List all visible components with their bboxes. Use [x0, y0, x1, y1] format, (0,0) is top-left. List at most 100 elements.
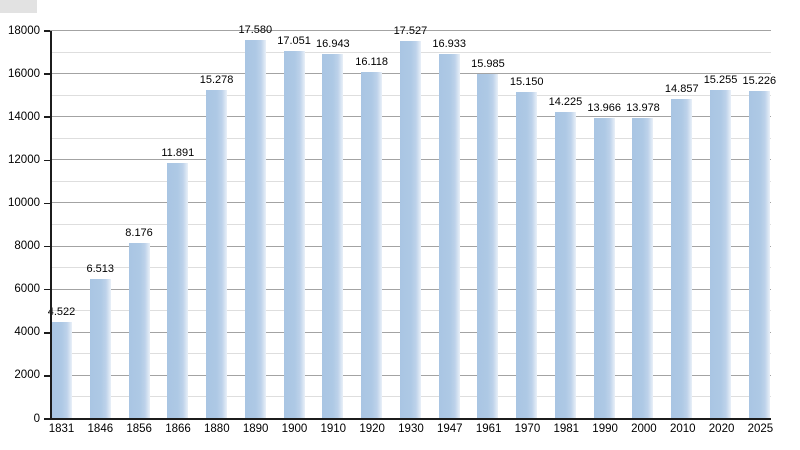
- bar-slot: 6.513: [87, 31, 114, 419]
- y-axis-tick: [44, 202, 50, 205]
- x-axis-line: [50, 418, 771, 420]
- x-tick-label: 1990: [592, 423, 618, 435]
- y-tick-label: 4000: [14, 326, 40, 339]
- bar: [632, 117, 654, 419]
- bar-slot: 15.255: [704, 31, 737, 419]
- x-tick-label: 1866: [165, 423, 191, 435]
- bar-value-label: 15.985: [471, 58, 505, 71]
- bar-value-label: 16.933: [432, 38, 466, 50]
- y-axis-line: [50, 31, 52, 419]
- y-tick-label: 18000: [8, 24, 40, 37]
- bar-slot: 16.943: [316, 31, 350, 419]
- bar: [438, 54, 460, 419]
- y-tick-label: 10000: [8, 196, 40, 209]
- y-tick-label: 8000: [14, 240, 40, 253]
- bar-value-label: 17.527: [393, 25, 428, 38]
- y-tick-label: 12000: [8, 153, 40, 166]
- bar-value-label: 13.978: [626, 101, 660, 114]
- bar-value-label: 15.278: [199, 73, 234, 86]
- bar: [167, 162, 189, 419]
- bar: [748, 90, 770, 419]
- bar-slot: 16.118: [355, 31, 388, 419]
- x-tick-label: 1970: [514, 423, 541, 435]
- bar-value-label: 15.150: [509, 76, 544, 89]
- y-tick-label: 2000: [14, 369, 40, 382]
- x-tick-label: 1947: [436, 423, 463, 435]
- y-axis-tick: [44, 375, 50, 377]
- x-tick-label: 1910: [320, 423, 347, 435]
- bar-slot: 17.527: [394, 25, 427, 419]
- x-tick-label: 1961: [475, 423, 502, 435]
- y-axis-tick: [44, 159, 50, 162]
- bar-value-label: 15.255: [703, 74, 738, 87]
- bar-value-label: 14.225: [548, 96, 583, 109]
- x-tick-label: 1890: [242, 423, 269, 435]
- bar-slot: 4.522: [48, 31, 75, 419]
- bar: [399, 41, 421, 419]
- bar-value-label: 17.580: [238, 24, 273, 37]
- x-tick-label: 1856: [126, 423, 152, 435]
- gridline-major: [50, 30, 771, 31]
- bar: [244, 40, 266, 419]
- bar-value-label: 16.943: [316, 37, 350, 50]
- bar-value-label: 17.051: [277, 35, 311, 48]
- bar: [593, 117, 615, 419]
- x-tick-label: 1846: [87, 423, 114, 435]
- bar-value-label: 16.118: [355, 55, 389, 68]
- y-axis-tick: [44, 73, 50, 75]
- bar: [206, 89, 228, 419]
- bar-value-label: 4.522: [47, 305, 76, 318]
- bar-slot: 16.933: [432, 31, 466, 419]
- x-tick-label: 1831: [48, 423, 75, 435]
- bar-slot: 15.985: [471, 31, 505, 419]
- bar-slot: 17.051: [277, 31, 311, 419]
- bar-value-label: 6.513: [86, 262, 115, 275]
- bar: [710, 90, 732, 419]
- plot-area: 4.522 6.513 8.176 11.891 15.278 17.580 17.051 1…: [48, 24, 776, 419]
- bar-slot: 15.278: [200, 31, 233, 419]
- corner-artifact: [0, 0, 37, 13]
- bar: [89, 278, 111, 419]
- bar-slot: 13.966: [587, 31, 621, 419]
- bar-value-label: 13.966: [587, 101, 622, 114]
- y-tick-label: 0: [33, 412, 40, 425]
- bar: [361, 71, 383, 419]
- x-tick-label: 1981: [553, 423, 580, 435]
- bar-slot: 17.580: [239, 24, 272, 419]
- bar-slot: 15.226: [742, 31, 776, 419]
- y-axis-tick: [44, 245, 50, 248]
- x-tick-label: 2010: [669, 423, 696, 435]
- bars-container: 4.522 6.513 8.176 11.891 15.278 17.580 17.051 1…: [48, 24, 776, 419]
- y-tick-label: 16000: [8, 67, 40, 80]
- bar-slot: 14.857: [665, 31, 699, 419]
- bar: [128, 242, 150, 419]
- y-axis-tick: [44, 332, 50, 334]
- y-axis-tick: [44, 30, 50, 32]
- bar: [322, 53, 344, 419]
- bar: [51, 321, 72, 419]
- bar-value-label: 8.176: [125, 226, 153, 239]
- bar: [283, 51, 305, 419]
- x-tick-label: 1930: [398, 423, 424, 435]
- bar-slot: 15.150: [510, 31, 544, 419]
- x-tick-label: 2025: [747, 423, 774, 435]
- y-axis-tick: [44, 288, 50, 291]
- bar-value-label: 11.891: [161, 146, 195, 159]
- bar-value-label: 14.857: [664, 82, 699, 95]
- bar-slot: 8.176: [125, 31, 153, 419]
- x-tick-label: 1900: [281, 423, 308, 435]
- x-tick-label: 1920: [359, 423, 385, 435]
- bar-slot: 11.891: [161, 31, 194, 419]
- bar-slot: 14.225: [549, 31, 582, 419]
- bar: [671, 98, 693, 419]
- bar: [516, 92, 538, 419]
- bar: [554, 112, 576, 419]
- x-tick-label: 2020: [708, 423, 735, 435]
- bar-value-label: 15.226: [742, 74, 777, 87]
- bar-slot: 13.978: [626, 31, 660, 419]
- x-tick-label: 2000: [631, 423, 657, 435]
- x-tick-label: 1880: [204, 423, 230, 435]
- y-tick-label: 14000: [8, 110, 40, 123]
- bar: [477, 74, 499, 419]
